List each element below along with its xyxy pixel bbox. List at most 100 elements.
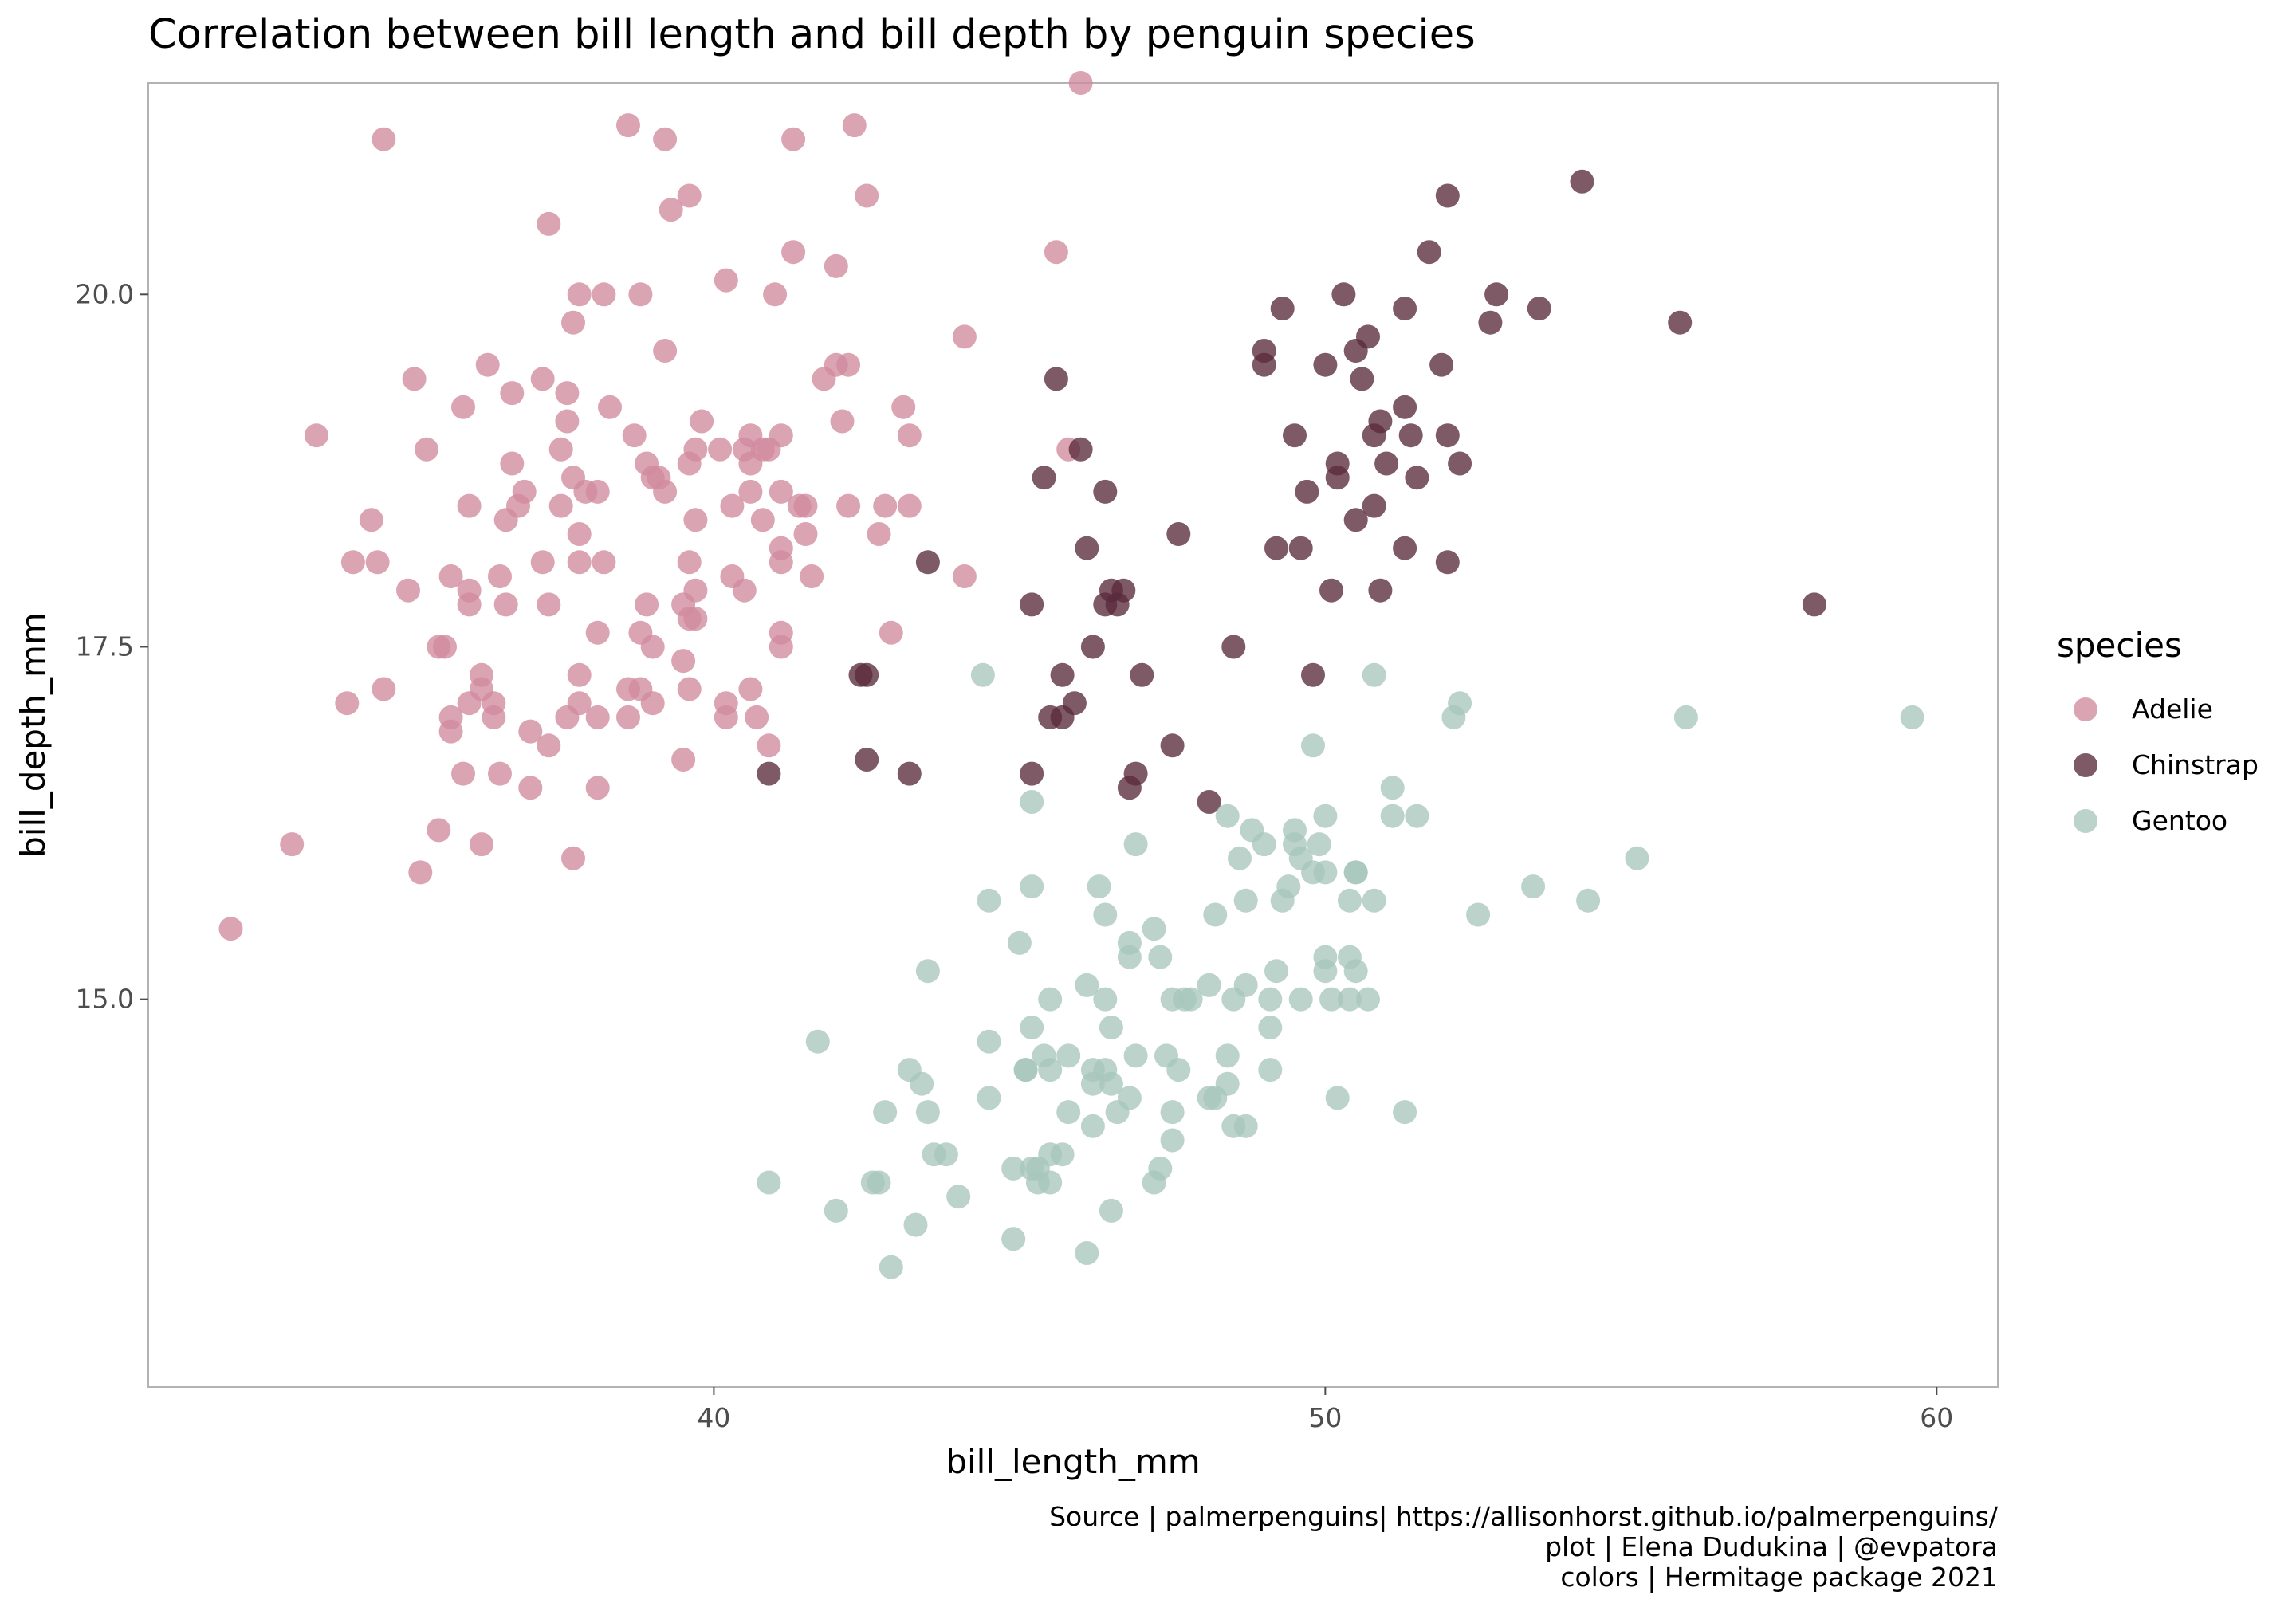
point-chinstrap-24 xyxy=(1130,662,1154,687)
point-adelie-53 xyxy=(561,310,585,335)
point-adelie-85 xyxy=(671,649,696,674)
point-gentoo-40 xyxy=(1080,1114,1105,1138)
point-gentoo-121 xyxy=(1900,705,1924,729)
point-adelie-84 xyxy=(671,748,696,772)
point-adelie-66 xyxy=(598,395,622,419)
point-adelie-80 xyxy=(653,479,678,504)
point-adelie-145 xyxy=(1068,71,1093,95)
point-chinstrap-14 xyxy=(1068,437,1093,462)
point-adelie-0 xyxy=(218,917,243,941)
point-adelie-109 xyxy=(745,705,769,729)
point-gentoo-107 xyxy=(1356,987,1380,1012)
point-gentoo-5 xyxy=(873,1100,898,1125)
point-adelie-97 xyxy=(708,437,733,462)
point-gentoo-101 xyxy=(1338,987,1362,1012)
point-adelie-12 xyxy=(415,437,438,462)
point-adelie-122 xyxy=(781,127,806,151)
point-adelie-55 xyxy=(567,662,592,687)
point-adelie-105 xyxy=(738,677,763,701)
point-gentoo-54 xyxy=(1123,1043,1148,1068)
point-gentoo-66 xyxy=(1178,987,1203,1012)
point-adelie-23 xyxy=(457,578,482,603)
point-chinstrap-38 xyxy=(1319,578,1343,603)
point-adelie-132 xyxy=(836,352,861,377)
point-chinstrap-32 xyxy=(1270,297,1295,320)
point-gentoo-116 xyxy=(1466,902,1491,927)
point-chinstrap-27 xyxy=(1197,790,1221,814)
point-adelie-46 xyxy=(548,493,573,518)
point-chinstrap-21 xyxy=(1111,578,1136,603)
point-gentoo-36 xyxy=(1056,1100,1081,1125)
point-adelie-87 xyxy=(677,677,702,701)
point-adelie-45 xyxy=(537,211,561,236)
x-tick-label-2: 60 xyxy=(1920,1402,1953,1433)
point-gentoo-94 xyxy=(1307,832,1331,857)
point-adelie-137 xyxy=(879,620,903,645)
point-chinstrap-49 xyxy=(1368,409,1393,434)
point-adelie-131 xyxy=(836,493,861,518)
point-gentoo-113 xyxy=(1405,804,1429,828)
point-chinstrap-15 xyxy=(1075,536,1099,560)
point-chinstrap-46 xyxy=(1362,493,1386,518)
point-adelie-10 xyxy=(402,367,427,391)
point-adelie-99 xyxy=(714,691,738,716)
point-chinstrap-4 xyxy=(897,761,922,786)
point-gentoo-16 xyxy=(977,1086,1001,1110)
x-tick-label-1: 50 xyxy=(1308,1402,1342,1433)
point-chinstrap-10 xyxy=(1044,367,1068,391)
point-adelie-83 xyxy=(659,198,683,222)
points-layer xyxy=(218,71,1924,1279)
point-gentoo-47 xyxy=(1099,1198,1123,1223)
point-adelie-28 xyxy=(475,352,500,377)
legend-label-adelie: Adelie xyxy=(2132,693,2213,725)
point-chinstrap-23 xyxy=(1123,761,1148,786)
caption-author: plot | Elena Dudukina | @evpatora xyxy=(1545,1531,1998,1562)
point-chinstrap-54 xyxy=(1398,423,1423,448)
point-adelie-60 xyxy=(585,776,610,800)
point-gentoo-57 xyxy=(1142,917,1166,941)
point-chinstrap-33 xyxy=(1283,423,1307,448)
point-adelie-7 xyxy=(372,677,396,701)
y-tick-label-2: 20.0 xyxy=(76,278,134,309)
point-gentoo-1 xyxy=(805,1029,830,1054)
point-gentoo-35 xyxy=(1050,1142,1075,1167)
point-adelie-63 xyxy=(585,479,610,504)
point-adelie-135 xyxy=(867,522,891,546)
point-chinstrap-66 xyxy=(1668,310,1693,335)
point-chinstrap-58 xyxy=(1435,550,1460,575)
point-adelie-89 xyxy=(677,550,702,575)
point-gentoo-6 xyxy=(879,1255,903,1279)
point-chinstrap-57 xyxy=(1429,352,1454,377)
point-gentoo-83 xyxy=(1258,1016,1283,1039)
point-chinstrap-64 xyxy=(1527,297,1551,320)
point-chinstrap-44 xyxy=(1350,367,1374,391)
point-chinstrap-26 xyxy=(1166,522,1191,546)
point-adelie-44 xyxy=(537,592,561,617)
point-adelie-96 xyxy=(690,409,714,434)
point-adelie-9 xyxy=(396,578,420,603)
point-gentoo-43 xyxy=(1087,874,1111,899)
point-chinstrap-65 xyxy=(1570,169,1594,194)
point-chinstrap-6 xyxy=(1020,761,1044,786)
point-gentoo-82 xyxy=(1258,1058,1283,1082)
point-adelie-114 xyxy=(763,282,788,307)
point-gentoo-117 xyxy=(1521,874,1546,899)
point-adelie-120 xyxy=(769,423,793,448)
caption: Source | palmerpenguins| https://allison… xyxy=(1049,1501,1999,1593)
x-tick-label-0: 40 xyxy=(697,1402,730,1433)
point-gentoo-53 xyxy=(1117,930,1142,955)
point-adelie-49 xyxy=(555,409,580,434)
point-chinstrap-8 xyxy=(1032,466,1056,490)
caption-colors: colors | Hermitage package 2021 xyxy=(1560,1562,1998,1593)
point-chinstrap-56 xyxy=(1417,240,1441,265)
point-adelie-47 xyxy=(548,437,573,462)
point-adelie-91 xyxy=(677,183,702,208)
point-gentoo-71 xyxy=(1215,1071,1240,1096)
legend-label-chinstrap: Chinstrap xyxy=(2132,749,2259,780)
point-adelie-40 xyxy=(518,719,543,744)
point-adelie-6 xyxy=(365,550,390,575)
point-gentoo-98 xyxy=(1313,804,1338,828)
point-gentoo-8 xyxy=(903,1212,928,1237)
point-adelie-27 xyxy=(470,662,493,687)
point-adelie-126 xyxy=(800,564,824,588)
